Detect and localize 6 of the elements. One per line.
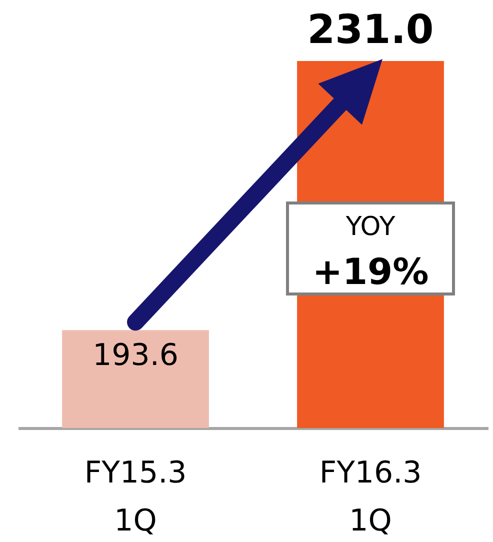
x-tick-label: FY16.3 1Q bbox=[319, 456, 422, 538]
annotation: +19% bbox=[312, 252, 429, 293]
annotation: YOY bbox=[344, 212, 396, 242]
x-tick-label: FY15.3 1Q bbox=[84, 456, 187, 538]
data-label: 193.6 bbox=[92, 338, 178, 374]
data-label: 231.0 bbox=[307, 7, 434, 53]
